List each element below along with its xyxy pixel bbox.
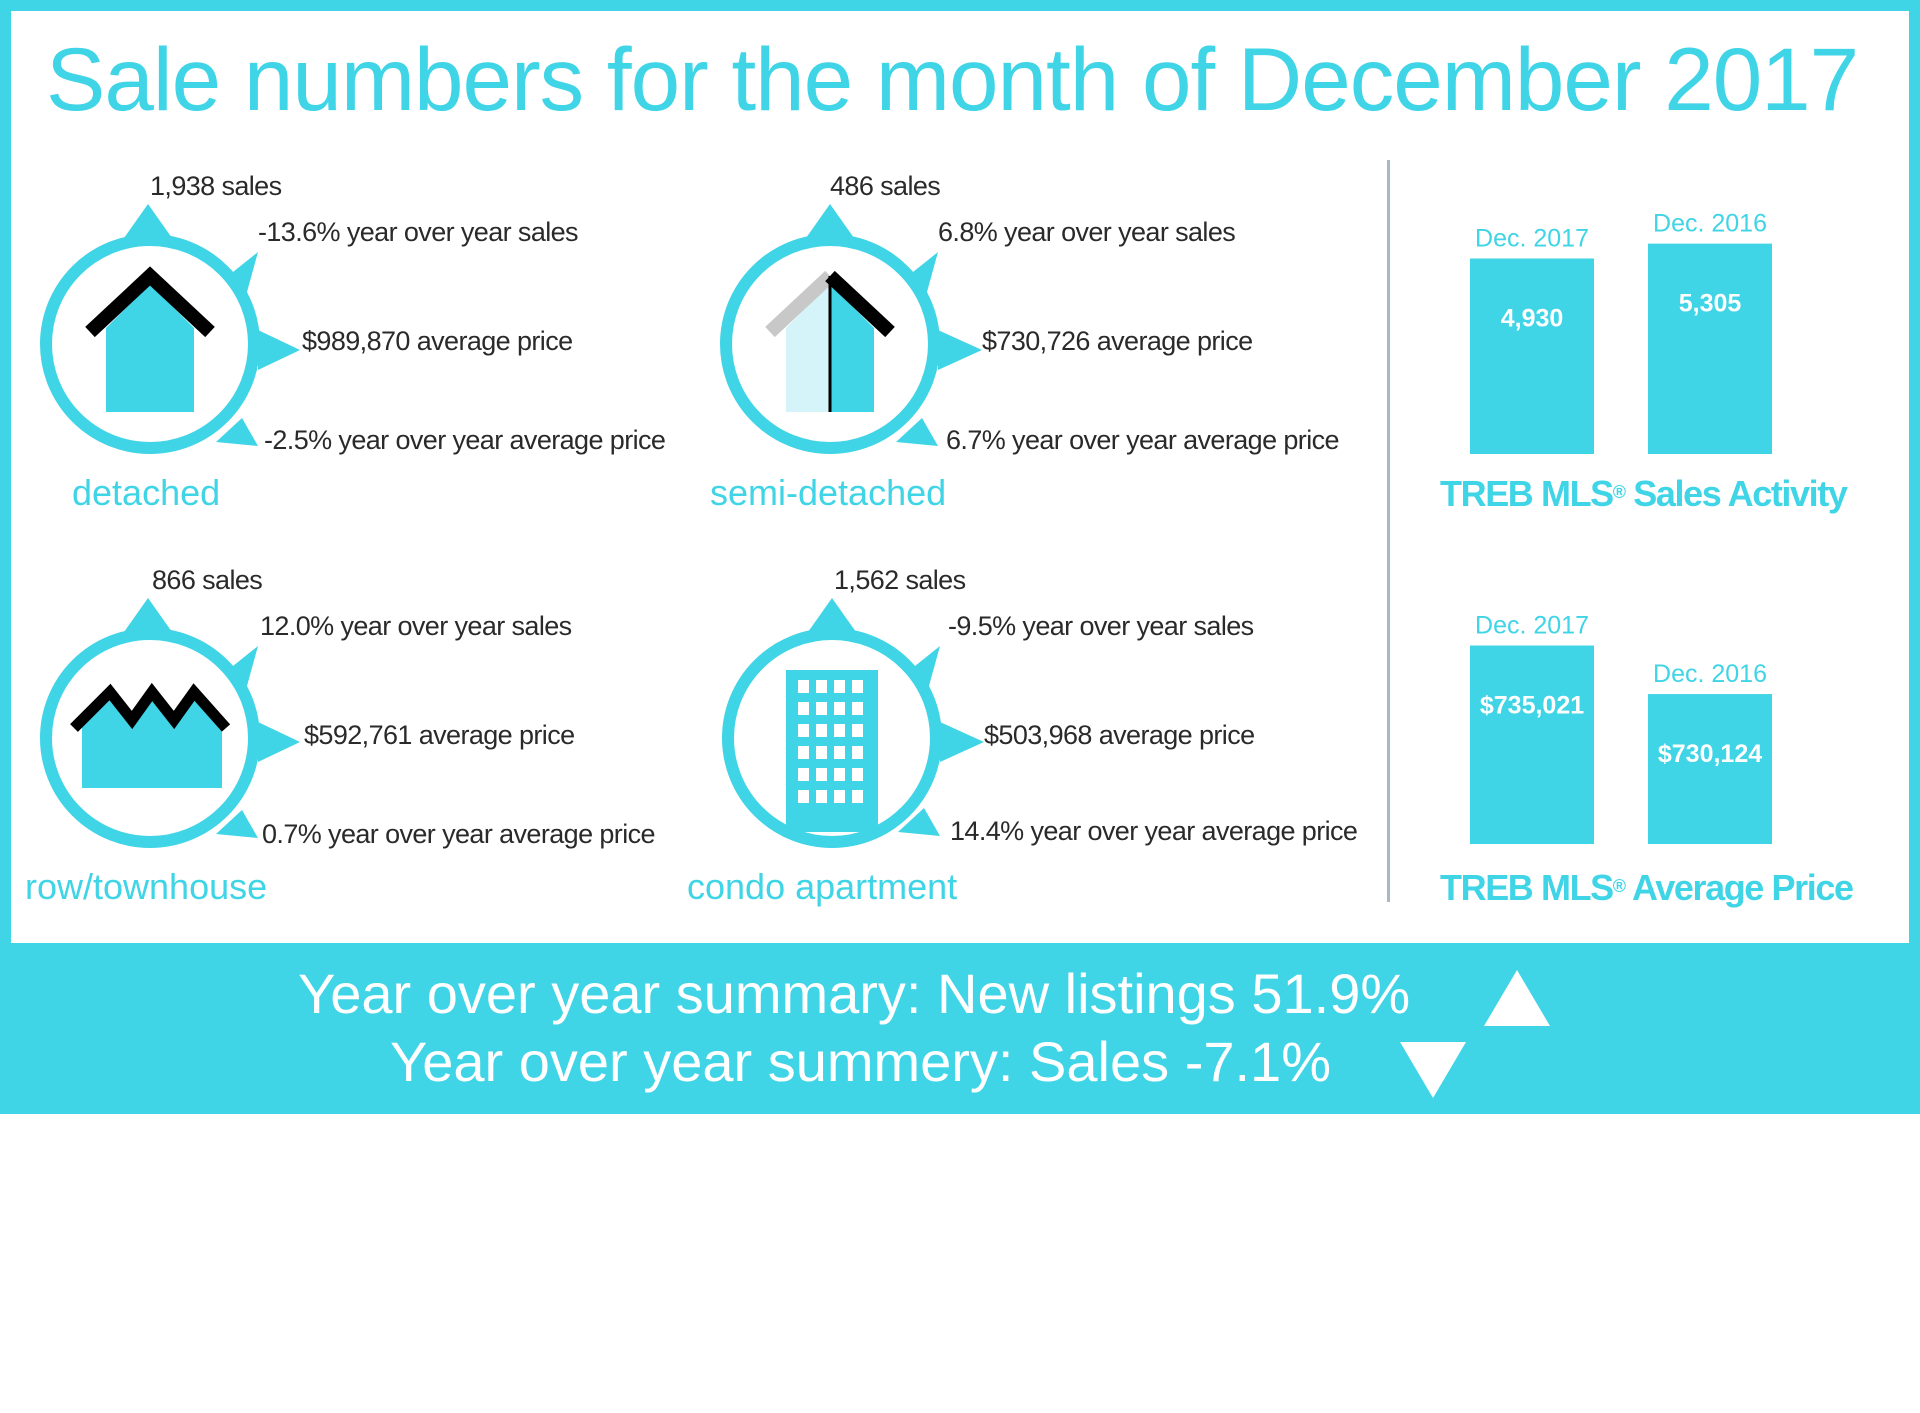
sales-activity-bar-1 (1470, 258, 1594, 454)
sales-activity-title-main: TREB MLS (1440, 473, 1614, 514)
semi-detached-label: semi-detached (710, 472, 947, 513)
average-price-value-label-2: $730,124 (1658, 740, 1762, 768)
detached-yoy-price: -2.5% year over year average price (264, 425, 666, 455)
summary-sales: Year over year summery: Sales -7.1% (390, 1030, 1331, 1093)
semi-detached-yoy-price: 6.7% year over year average price (946, 425, 1340, 455)
section-divider (1387, 160, 1390, 902)
average-price-value-label-1: $735,021 (1480, 692, 1584, 720)
condo-sales: 1,562 sales (834, 565, 966, 595)
detached-yoy-sales: -13.6% year over year sales (258, 217, 579, 247)
townhouse-yoy-price: 0.7% year over year average price (262, 819, 656, 849)
townhouse-badge (30, 592, 300, 852)
semi-detached-yoy-sales: 6.8% year over year sales (938, 217, 1236, 247)
townhouse-sales: 866 sales (152, 565, 263, 595)
sales-activity-category-label-1: Dec. 2017 (1475, 225, 1589, 253)
condo-building-icon (786, 670, 878, 832)
sales-activity-title-mark: ® (1612, 482, 1626, 502)
sales-activity-chart: Dec. 2017 4,930 Dec. 2016 5,305 (1440, 190, 1840, 460)
average-price-title-suffix: Average Price (1631, 867, 1854, 908)
sales-activity-category-label-2: Dec. 2016 (1653, 210, 1767, 238)
average-price-title-mark: ® (1612, 876, 1626, 896)
infographic-frame (0, 0, 1920, 944)
average-price-bar-2 (1648, 694, 1772, 844)
townhouse-label: row/townhouse (25, 866, 268, 907)
average-price-chart-svg: Dec. 2017 $735,021 Dec. 2016 $730,124 (1470, 612, 1772, 844)
townhouse-average-price: $592,761 average price (304, 720, 575, 750)
up-arrow-icon (1484, 970, 1550, 1026)
sales-activity-chart-svg: Dec. 2017 4,930 Dec. 2016 5,305 (1470, 210, 1772, 454)
detached-sales: 1,938 sales (150, 171, 282, 201)
down-arrow-icon (1400, 1042, 1466, 1098)
detached-average-price: $989,870 average price (302, 326, 573, 356)
page-title: Sale numbers for the month of December 2… (46, 29, 1859, 129)
detached-label: detached (72, 472, 221, 513)
condo-yoy-sales: -9.5% year over year sales (948, 611, 1254, 641)
sales-activity-title-suffix: Sales Activity (1633, 473, 1848, 514)
condo-average-price: $503,968 average price (984, 720, 1255, 750)
semi-detached-badge (710, 198, 982, 458)
sales-activity-value-label-2: 5,305 (1679, 290, 1742, 318)
sales-activity-bar-2 (1648, 243, 1772, 454)
semi-detached-sales: 486 sales (830, 171, 941, 201)
average-price-title-main: TREB MLS (1440, 867, 1614, 908)
summary-band: Year over year summary: New listings 51.… (0, 944, 1920, 1114)
sales-activity-value-label-1: 4,930 (1501, 305, 1564, 333)
summary-new-listings: Year over year summary: New listings 51.… (298, 962, 1411, 1025)
detached-badge (30, 198, 300, 458)
average-price-category-label-1: Dec. 2017 (1475, 612, 1589, 640)
condo-yoy-price: 14.4% year over year average price (950, 816, 1358, 846)
semi-detached-average-price: $730,726 average price (982, 326, 1253, 356)
average-price-chart: Dec. 2017 $735,021 Dec. 2016 $730,124 (1440, 580, 1840, 850)
average-price-category-label-2: Dec. 2016 (1653, 660, 1767, 688)
average-price-chart-title: TREB MLS® Average Price (1440, 867, 1854, 909)
townhouse-yoy-sales: 12.0% year over year sales (260, 611, 572, 641)
semi-detached-house-icon (765, 270, 895, 412)
average-price-bar-1 (1470, 645, 1594, 844)
detached-house-icon (85, 266, 215, 412)
townhouse-icon (70, 682, 231, 788)
sales-activity-chart-title: TREB MLS® Sales Activity (1440, 473, 1848, 515)
condo-label: condo apartment (687, 866, 958, 907)
condo-badge (712, 592, 984, 852)
